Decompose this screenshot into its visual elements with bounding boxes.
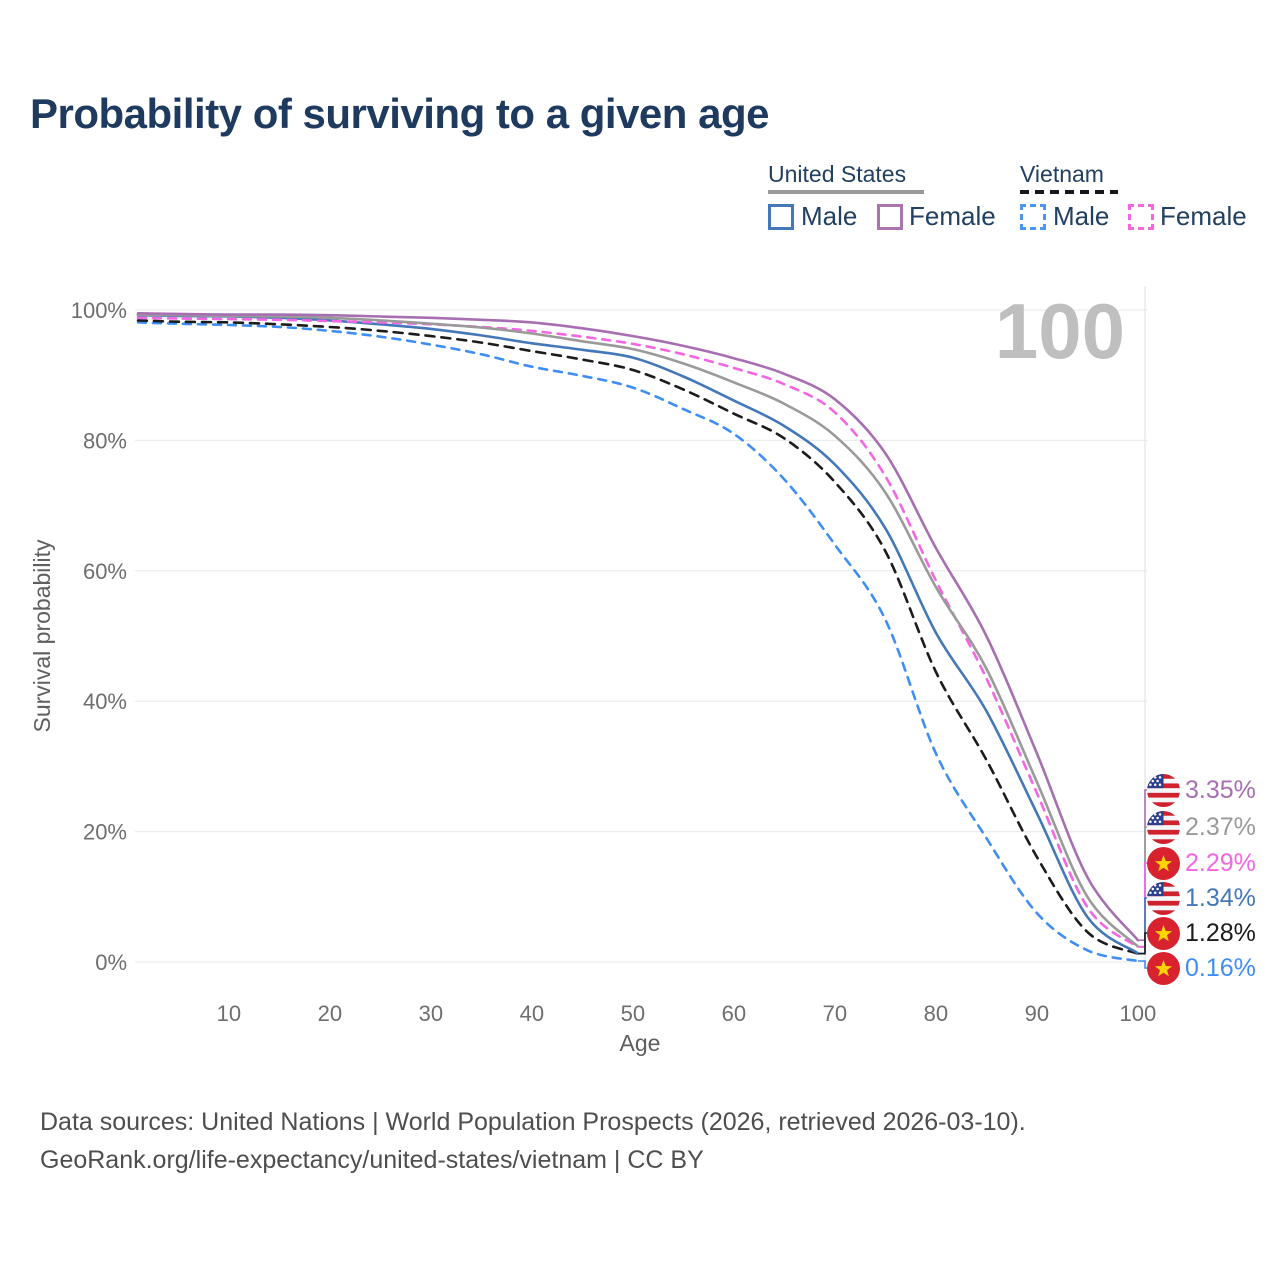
legend-swatch-vietnam-female[interactable] [1128,204,1154,230]
end-label-us-both: 2.37% [1147,811,1256,844]
end-label-us-female: 3.35% [1147,774,1256,807]
legend-label-vietnam-male[interactable]: Male [1053,201,1110,231]
x-axis-tick-label: 30 [419,1001,443,1026]
legend-label-us-female[interactable]: Female [909,201,996,231]
legend-label-us-male[interactable]: Male [801,201,858,231]
legend-group-united-states: United States [768,161,907,187]
vietnam-flag-icon [1147,952,1180,985]
vietnam-flag-icon [1147,847,1180,880]
legend-swatch-vietnam-male[interactable] [1020,204,1046,230]
x-axis-tick-label: 70 [823,1001,847,1026]
legend-group-vietnam: Vietnam [1020,161,1104,187]
curve-vietnam-both-sexes[interactable] [136,319,1140,955]
data-sources-text: Data sources: United Nations | World Pop… [40,1108,1026,1136]
curve-united-states-female[interactable] [136,311,1140,942]
us-flag-icon [1147,774,1180,807]
y-axis-tick-label: 100% [71,298,127,323]
y-axis-tick-label: 80% [83,428,127,453]
curve-vietnam-male[interactable] [136,321,1140,963]
us-flag-icon [1147,811,1180,844]
end-label-vietnam-both: 1.28% [1147,917,1256,950]
attribution-text: GeoRank.org/life-expectancy/united-state… [40,1146,704,1174]
curve-vietnam-female[interactable] [136,316,1140,949]
x-axis-tick-label: 60 [722,1001,746,1026]
legend-swatch-us-male[interactable] [768,204,794,230]
x-axis-title: Age [620,1030,661,1056]
legend-label-vietnam-female[interactable]: Female [1160,201,1247,231]
y-axis-tick-label: 0% [95,950,127,975]
y-axis-tick-label: 40% [83,689,127,714]
page-title: Probability of surviving to a given age [30,90,769,137]
curve-united-states-male[interactable] [136,313,1140,955]
end-label-vietnam-male: 0.16% [1147,952,1256,985]
y-axis-tick-label: 60% [83,559,127,584]
x-axis-tick-label: 10 [217,1001,241,1026]
x-axis-tick-label: 80 [924,1001,948,1026]
y-axis-tick-label: 20% [83,820,127,845]
vietnam-flag-icon [1147,917,1180,950]
legend-swatch-us-female[interactable] [877,204,903,230]
us-flag-icon [1147,882,1180,915]
x-axis-tick-label: 50 [621,1001,645,1026]
y-axis-title: Survival probability [29,539,55,733]
x-axis-tick-label: 100 [1120,1001,1157,1026]
x-axis-tick-label: 20 [318,1001,342,1026]
legend-united-states-line-swatch [768,190,924,194]
curve-united-states-both-sexes[interactable] [136,313,1140,948]
hover-age-watermark: 100 [994,287,1125,375]
end-label-us-male: 1.34% [1147,882,1256,915]
legend-vietnam-line-swatch [1020,190,1118,194]
x-axis-tick-label: 40 [520,1001,544,1026]
end-label-vietnam-female: 2.29% [1147,847,1256,880]
x-axis-tick-label: 90 [1025,1001,1049,1026]
